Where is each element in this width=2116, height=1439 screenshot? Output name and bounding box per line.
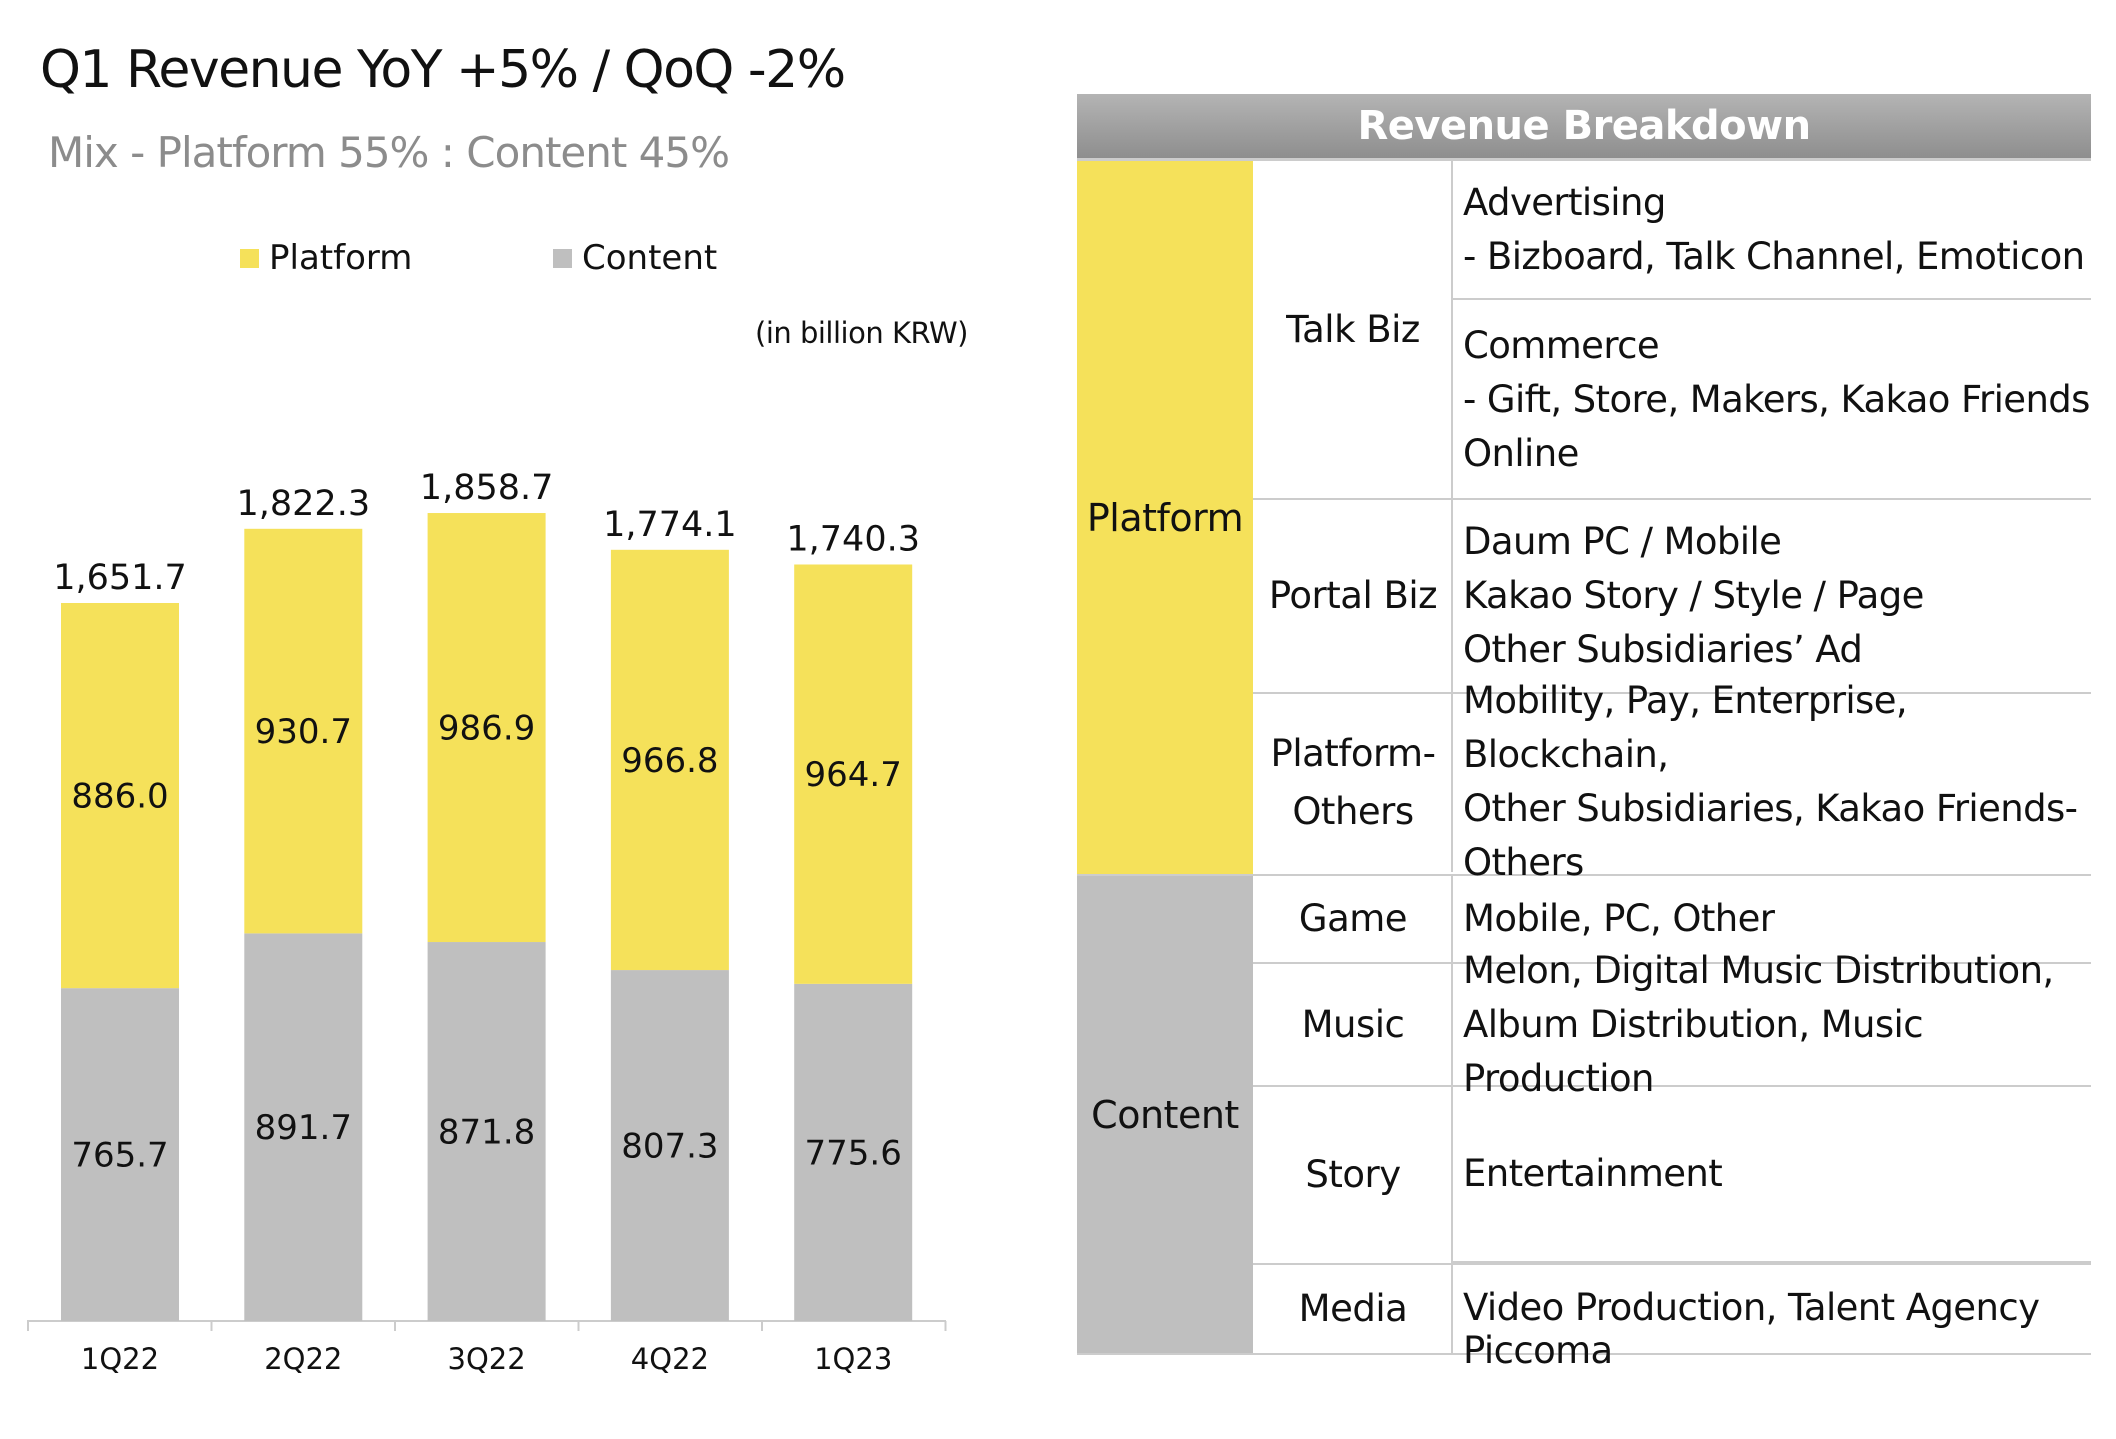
- item-line: Entertainment: [1463, 1152, 1723, 1195]
- legend-platform-label: Platform: [269, 238, 413, 278]
- item-line: Mobile, PC, Other: [1463, 897, 1775, 940]
- item-cell: Mobile, PC, Other: [1453, 876, 2091, 962]
- total-label: 1,774.1: [603, 505, 737, 545]
- group-platform: Platform Talk Biz Advertising - Bizboard, T…: [1077, 161, 2091, 884]
- total-label: 1,822.3: [237, 484, 371, 524]
- legend-content: Content: [553, 238, 717, 278]
- subcategory-name: Media: [1253, 1265, 1453, 1353]
- subcategory-name: Portal Biz: [1253, 500, 1453, 692]
- bar-platform: [244, 528, 363, 934]
- data-label-content: 765.7: [71, 1136, 168, 1176]
- data-label-platform: 966.8: [621, 741, 718, 781]
- bar-content: [61, 988, 179, 1321]
- data-label-platform: 886.0: [71, 777, 168, 817]
- data-label-platform: 986.9: [438, 709, 535, 749]
- bar-platform: [61, 603, 179, 989]
- bar-content: [610, 970, 729, 1321]
- item-cell: Video Production, Talent Agency: [1453, 1265, 2091, 1351]
- legend-content-swatch: [553, 248, 572, 268]
- subcategory-name: Music: [1253, 964, 1453, 1085]
- item-line: Daum PC / Mobile: [1463, 520, 1782, 563]
- table-header: Revenue Breakdown: [1077, 94, 2091, 161]
- category-platform: Platform: [1077, 161, 1253, 874]
- item-cell: Advertising - Bizboard, Talk Channel, Emo…: [1453, 161, 2091, 300]
- item-line: Video Production, Talent Agency: [1463, 1286, 2040, 1329]
- subcategory-row: Music Melon, Digital Music Distribution, A…: [1253, 949, 2091, 1100]
- subcategory-name: Talk Biz: [1253, 161, 1453, 498]
- item-line: Other Subsidiaries’ Ad: [1463, 628, 1863, 671]
- item-cell: Piccoma: [1453, 1263, 2091, 1439]
- bar-platform: [610, 549, 729, 971]
- subcategory-row: Platform- Others Mobility, Pay, Enterprise…: [1253, 679, 2091, 884]
- data-label-platform: 930.7: [255, 712, 352, 752]
- item-line: Mobility, Pay, Enterprise, Blockchain,: [1463, 679, 1908, 776]
- item-line: Kakao Story / Style / Page: [1463, 574, 1924, 617]
- data-label-content: 807.3: [621, 1127, 718, 1167]
- data-label-platform: 964.7: [805, 755, 902, 795]
- legend-content-label: Content: [582, 238, 718, 278]
- item-line: - Gift, Store, Makers, Kakao Friends: [1463, 378, 2090, 421]
- group-content: Content Game Mobile, PC, Other Music Melon, …: [1077, 876, 2091, 1372]
- total-label: 1,740.3: [786, 519, 920, 559]
- data-label-content: 891.7: [255, 1108, 352, 1148]
- x-tick-label: 1Q23: [814, 1342, 892, 1376]
- bar-platform: [427, 513, 546, 943]
- subcategory-row: Media Video Production, Talent Agency: [1253, 1265, 2091, 1353]
- subcategory-row: Story Entertainment Piccoma: [1253, 1087, 2091, 1372]
- subcategory-name: Game: [1253, 876, 1453, 962]
- x-tick-label: 1Q22: [81, 1342, 159, 1376]
- x-tick-label: 4Q22: [631, 1342, 709, 1376]
- revenue-breakdown-table: Revenue Breakdown Platform Talk Biz Advert…: [1077, 94, 2091, 1372]
- category-content: Content: [1077, 876, 1253, 1353]
- x-tick-label: 3Q22: [448, 1342, 526, 1376]
- item-cell: Mobility, Pay, Enterprise, Blockchain, Ot…: [1453, 679, 2091, 884]
- bar-platform: [794, 564, 913, 984]
- item-cell: Melon, Digital Music Distribution, Album …: [1453, 949, 2091, 1100]
- mix-subtitle: Mix - Platform 55% : Content 45%: [48, 128, 730, 177]
- unit-label: (in billion KRW): [755, 316, 968, 350]
- bar-content: [244, 933, 363, 1321]
- subcategory-name: Story: [1253, 1087, 1453, 1263]
- item-line: Commerce: [1463, 324, 1660, 367]
- subcategory-row: Talk Biz Advertising - Bizboard, Talk Chan…: [1253, 161, 2091, 500]
- item-line: Others: [1463, 841, 1584, 884]
- data-label-content: 871.8: [438, 1113, 535, 1153]
- subcategory-row: Game Mobile, PC, Other: [1253, 876, 2091, 964]
- subcategory-name: Platform- Others: [1253, 694, 1453, 872]
- item-line: - Bizboard, Talk Channel, Emoticon: [1463, 234, 2085, 278]
- item-line: Melon, Digital Music Distribution,: [1463, 948, 2054, 992]
- page-title: Q1 Revenue YoY +5% / QoQ -2%: [40, 40, 846, 100]
- data-label-content: 775.6: [805, 1133, 902, 1173]
- subcategory-row: Portal Biz Daum PC / Mobile Kakao Story / …: [1253, 500, 2091, 694]
- item-line: Online: [1463, 432, 1579, 475]
- bar-content: [427, 942, 546, 1321]
- item-cell: Entertainment: [1453, 1087, 2091, 1263]
- item-line: Piccoma: [1463, 1329, 1613, 1372]
- item-line: Advertising: [1463, 180, 1666, 224]
- total-label: 1,858.7: [420, 468, 554, 508]
- legend-platform: Platform: [240, 238, 412, 278]
- legend-platform-swatch: [240, 248, 259, 268]
- bar-content: [794, 983, 913, 1321]
- x-tick-label: 2Q22: [264, 1342, 342, 1376]
- item-cell: Daum PC / Mobile Kakao Story / Style / Pa…: [1453, 500, 2091, 692]
- item-line: Album Distribution, Music Production: [1463, 1002, 1924, 1100]
- item-line: Other Subsidiaries, Kakao Friends-: [1463, 787, 2078, 830]
- stacked-bar-chart: 765.7 886.0 1,651.7 1Q22 891.7 930.7 1,822.3 2Q…: [27, 468, 947, 1376]
- total-label: 1,651.7: [53, 558, 187, 598]
- item-cell: Commerce - Gift, Store, Makers, Kakao Fri…: [1453, 300, 2091, 500]
